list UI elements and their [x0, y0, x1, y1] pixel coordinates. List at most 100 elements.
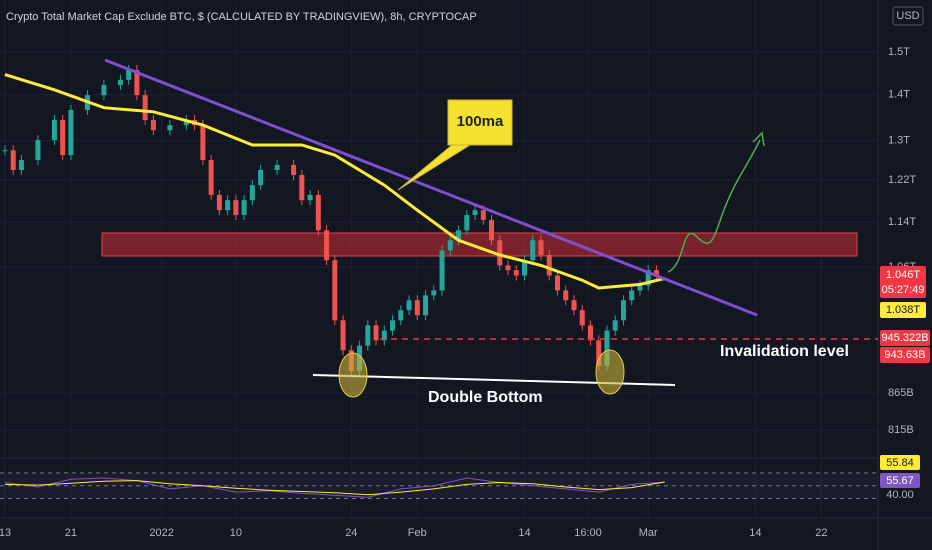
annotation: Invalidation level — [720, 343, 849, 360]
candle — [249, 185, 255, 201]
candle — [60, 120, 66, 156]
marks — [2, 64, 666, 498]
candle — [505, 265, 511, 271]
candle — [620, 300, 626, 321]
candle — [225, 200, 231, 211]
annotation: 100ma — [457, 113, 504, 130]
candle — [571, 300, 577, 311]
axes: 1.5T1.4T1.3T1.22T1.14T1.06T865B815B13212… — [0, 46, 916, 539]
rsi-ma-line — [4, 480, 665, 496]
candle — [208, 160, 214, 195]
candle — [216, 194, 222, 211]
candle — [629, 290, 635, 301]
candle — [200, 125, 206, 161]
annotation: Double Bottom — [428, 389, 543, 406]
candle — [365, 325, 371, 346]
projection-arrow — [752, 131, 765, 147]
candle — [612, 320, 618, 331]
candle — [51, 120, 57, 141]
candle — [18, 160, 24, 170]
price-label: 943.63B — [885, 349, 926, 361]
candle — [546, 255, 552, 276]
price-badge — [880, 330, 930, 346]
candle — [332, 260, 338, 321]
candle — [497, 240, 503, 266]
candle — [142, 95, 148, 121]
x-tick-label: 14 — [518, 527, 530, 539]
bottom-marker — [595, 349, 625, 395]
price-badge — [880, 302, 926, 318]
grid — [0, 0, 878, 518]
x-tick-label: 10 — [230, 527, 242, 539]
candle — [579, 310, 585, 326]
price-label: 1.038T — [886, 304, 921, 316]
x-tick-label: 16:00 — [574, 527, 602, 539]
candle — [480, 210, 486, 220]
candle — [423, 295, 429, 316]
x-tick-label: 13 — [0, 527, 11, 539]
x-tick-label: 14 — [749, 527, 761, 539]
x-tick-label: 21 — [65, 527, 77, 539]
candle — [340, 320, 346, 351]
candle — [150, 120, 156, 131]
chart-title: Crypto Total Market Cap Exclude BTC, $ (… — [6, 11, 477, 23]
y-tick-label: 1.22T — [888, 174, 916, 186]
x-tick-label: Feb — [408, 527, 427, 539]
candle — [406, 300, 412, 311]
candle — [596, 340, 602, 366]
candle — [513, 270, 519, 276]
candle — [241, 200, 247, 216]
candle — [2, 150, 8, 152]
candle — [183, 120, 189, 126]
candle — [489, 219, 495, 241]
candle — [101, 85, 107, 96]
price-badge — [880, 266, 926, 298]
x-tick-label: 24 — [345, 527, 357, 539]
candle — [35, 140, 41, 161]
currency: USD — [896, 10, 919, 22]
candle — [472, 210, 478, 216]
candle — [554, 275, 560, 291]
candle — [381, 330, 387, 341]
currency-box — [892, 6, 924, 26]
candle — [68, 109, 74, 156]
rsi-badge — [880, 455, 920, 470]
candle — [653, 270, 659, 276]
y-tick-label: 1.14T — [888, 216, 916, 228]
candle — [538, 240, 544, 256]
bottom-marker — [338, 352, 368, 398]
rsi-line — [4, 477, 665, 498]
rsi-label: 40.00 — [886, 489, 914, 501]
y-tick-label: 1.5T — [888, 46, 910, 58]
price-label: 1.046T — [886, 269, 921, 281]
candle — [414, 300, 420, 316]
candle — [645, 270, 651, 286]
y-tick-label: 865B — [888, 387, 914, 399]
rsi-label: 55.84 — [886, 457, 914, 469]
callout — [397, 99, 513, 191]
price-badge — [880, 347, 930, 363]
candle — [464, 215, 470, 231]
candle — [258, 169, 264, 186]
x-tick-label: Mar — [639, 527, 658, 539]
x-tick-label: 22 — [815, 527, 827, 539]
candle — [126, 69, 132, 80]
candle — [117, 79, 123, 86]
countdown-label: 05:27:49 — [882, 284, 925, 296]
candle — [563, 290, 569, 301]
candle — [587, 325, 593, 341]
candle — [373, 325, 379, 341]
candle — [522, 260, 528, 276]
projection — [667, 139, 761, 273]
candle — [233, 200, 239, 216]
candle — [315, 194, 321, 231]
candle — [530, 240, 536, 261]
candle — [431, 290, 437, 296]
y-tick-label: 1.4T — [888, 89, 910, 101]
candle — [134, 69, 140, 96]
candle — [274, 164, 280, 170]
trendline — [104, 58, 758, 317]
candle — [291, 164, 297, 175]
candle — [398, 310, 404, 321]
